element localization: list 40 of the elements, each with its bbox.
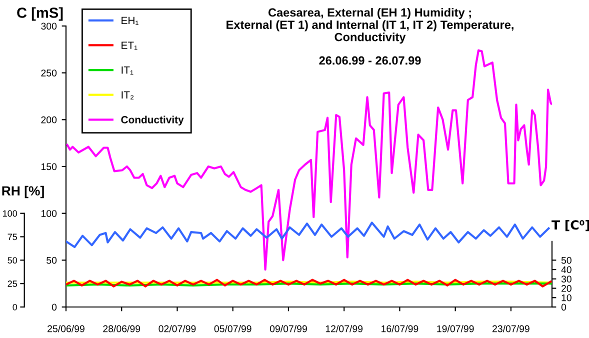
y-tick-label: 50 [46, 256, 57, 264]
legend-label: EH₁ [122, 16, 138, 25]
chart-title: Caesarea, External (EH 1) Humidity ; External (ET 1) and Internal (IT 1, IT 2) Temperature, Conductivity [226, 8, 514, 44]
x-tick-label: 09/07/99 [270, 325, 307, 332]
legend-label: Conductivity [121, 116, 184, 126]
y2-tick-label: 0 [12, 304, 18, 310]
line-series [66, 222, 550, 248]
legend-label: IT₁ [122, 66, 134, 75]
y3-tick-label: 20 [562, 285, 572, 292]
x-tick-label: 25/06/99 [48, 325, 84, 332]
y-tick-label: 250 [41, 70, 57, 76]
x-tick-label: 12/07/99 [326, 325, 363, 332]
x-tick-label: 05/07/99 [214, 325, 252, 332]
y-tick-label: 150 [41, 163, 57, 170]
x-tick-label: 02/07/99 [158, 325, 196, 332]
y-tick-label: 100 [41, 210, 57, 217]
y-axis-title: C [mS] [17, 7, 63, 21]
text: 26.06.99 - 26.07.99 [319, 56, 421, 65]
y3-tick-label: 30 [561, 276, 572, 283]
y2-tick-label: 25 [8, 280, 18, 287]
y-tick-label: 300 [41, 22, 57, 30]
y3-tick-label: 40 [561, 266, 572, 274]
legend-label: ET₁ [122, 42, 138, 50]
y-tick-label: 0 [52, 304, 57, 311]
y2-tick-label: 100 [3, 210, 18, 217]
y3-tick-label: 10 [562, 294, 572, 302]
legend-label: IT₂ [122, 91, 134, 100]
y2-axis-title: RH [%] [2, 186, 44, 198]
y3-tick-label: 50 [561, 256, 572, 264]
y2-tick-label: 75 [8, 234, 18, 240]
y3-axis-title: T [C⁰] [552, 220, 589, 232]
line-series [66, 278, 552, 288]
y3-tick-label: 0 [561, 304, 566, 311]
y-tick-label: 200 [41, 116, 57, 124]
x-tick-label: 23/07/99 [492, 325, 530, 332]
line-series [66, 49, 552, 271]
y2-tick-label: 50 [8, 257, 18, 264]
x-tick-label: 28/06/99 [103, 325, 140, 332]
x-tick-label: 16/07/99 [382, 325, 418, 332]
x-tick-label: 19/07/99 [437, 325, 474, 332]
